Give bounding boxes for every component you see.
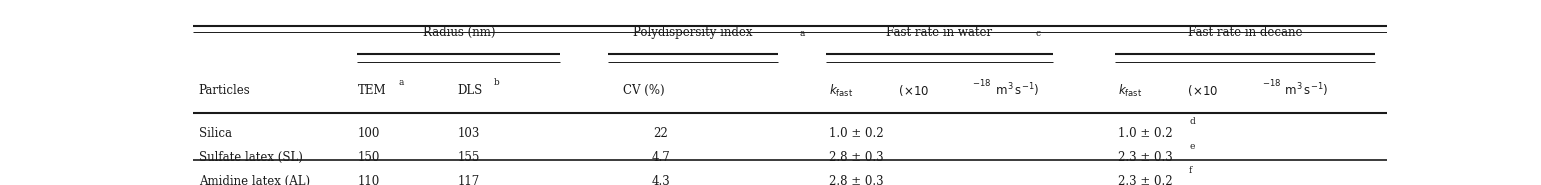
Text: $(\times10$: $(\times10$ xyxy=(895,83,929,98)
Text: 1.0 ± 0.2: 1.0 ± 0.2 xyxy=(829,127,885,140)
Text: Silica: Silica xyxy=(199,127,231,140)
Text: 150: 150 xyxy=(358,151,379,164)
Text: d: d xyxy=(1190,117,1194,126)
Text: 4.3: 4.3 xyxy=(652,175,670,185)
Text: 22: 22 xyxy=(653,127,669,140)
Text: TEM: TEM xyxy=(358,84,387,97)
Text: 2.8 ± 0.3: 2.8 ± 0.3 xyxy=(829,175,885,185)
Text: 100: 100 xyxy=(358,127,379,140)
Text: a: a xyxy=(800,29,804,38)
Text: e: e xyxy=(1190,142,1194,151)
Text: $\,\rm m^3\,s^{-1})$: $\,\rm m^3\,s^{-1})$ xyxy=(994,82,1039,99)
Text: Radius (nm): Radius (nm) xyxy=(422,26,495,39)
Text: 2.3 ± 0.3: 2.3 ± 0.3 xyxy=(1119,151,1173,164)
Text: $\,\rm m^3\,s^{-1})$: $\,\rm m^3\,s^{-1})$ xyxy=(1284,82,1328,99)
Text: 117: 117 xyxy=(458,175,479,185)
Text: 1.0 ± 0.2: 1.0 ± 0.2 xyxy=(1119,127,1173,140)
Text: Amidine latex (AL): Amidine latex (AL) xyxy=(199,175,310,185)
Text: b: b xyxy=(493,78,499,87)
Text: Particles: Particles xyxy=(199,84,250,97)
Text: 103: 103 xyxy=(458,127,481,140)
Text: $k_{\rm fast}$: $k_{\rm fast}$ xyxy=(1119,83,1142,99)
Text: $-18$: $-18$ xyxy=(972,77,991,88)
Text: c: c xyxy=(1036,29,1040,38)
Text: 155: 155 xyxy=(458,151,481,164)
Text: $k_{\rm fast}$: $k_{\rm fast}$ xyxy=(829,83,854,99)
Text: 110: 110 xyxy=(358,175,379,185)
Text: 2.3 ± 0.2: 2.3 ± 0.2 xyxy=(1119,175,1173,185)
Text: Sulfate latex (SL): Sulfate latex (SL) xyxy=(199,151,302,164)
Text: Fast rate in water: Fast rate in water xyxy=(886,26,992,39)
Text: 4.7: 4.7 xyxy=(652,151,670,164)
Text: $-18$: $-18$ xyxy=(1262,77,1281,88)
Text: DLS: DLS xyxy=(458,84,482,97)
Text: 2.8 ± 0.3: 2.8 ± 0.3 xyxy=(829,151,885,164)
Text: Fast rate in decane: Fast rate in decane xyxy=(1188,26,1302,39)
Text: a: a xyxy=(398,78,404,87)
Text: f: f xyxy=(1190,166,1193,175)
Text: $(\times10$: $(\times10$ xyxy=(1183,83,1217,98)
Text: CV (%): CV (%) xyxy=(623,84,664,97)
Text: Polydispersity index: Polydispersity index xyxy=(633,26,752,39)
